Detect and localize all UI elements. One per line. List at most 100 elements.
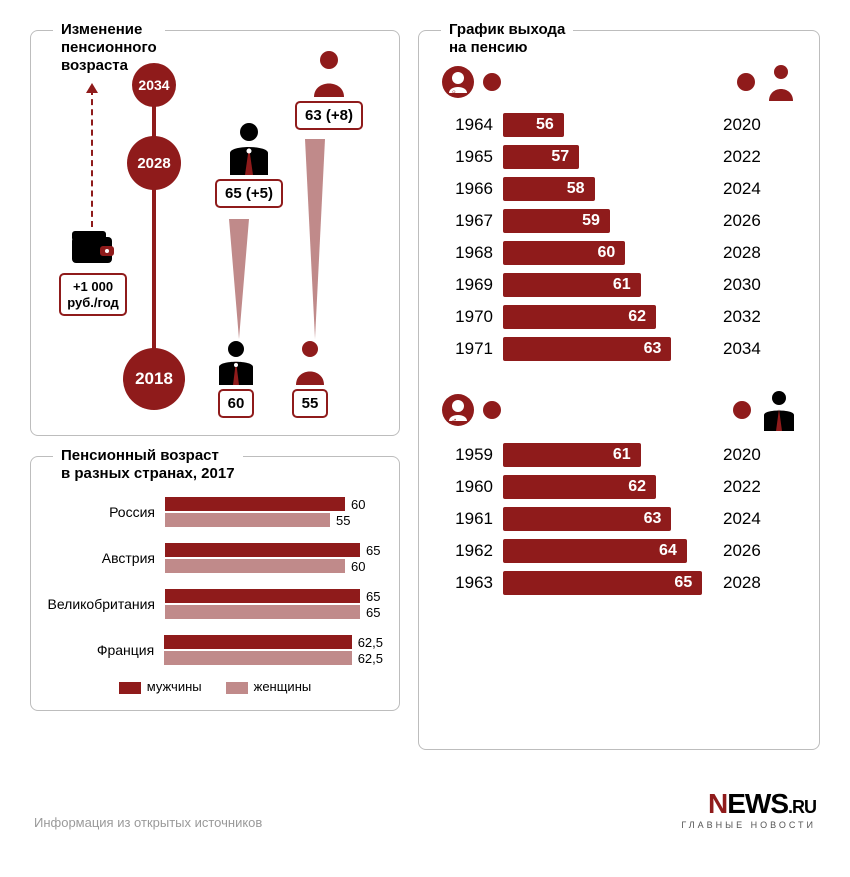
beam-man: [229, 219, 249, 339]
timeline-node-2034: 2034: [132, 63, 176, 107]
bar-female-value: 65: [366, 605, 380, 620]
svg-text:♂: ♂: [450, 416, 458, 427]
bar-male-value: 60: [351, 497, 365, 512]
source-text: Информация из открытых источников: [34, 815, 262, 830]
bar-male-value: 62,5: [358, 635, 383, 650]
beam-woman: [305, 139, 325, 339]
bar-female: [165, 605, 360, 619]
legend-swatch-female: [226, 682, 248, 694]
logo: NEWS.RU главные новости: [681, 788, 816, 830]
man-old-label: 60: [218, 389, 255, 418]
schedule-row: 1970622032: [435, 305, 803, 329]
legend-female-label: женщины: [254, 679, 312, 694]
legend-swatch-male: [119, 682, 141, 694]
age-bar: 63: [503, 337, 671, 361]
panel-timeline: Изменение пенсионного возраста 2034 2028…: [30, 30, 400, 436]
bar-female-value: 62,5: [358, 651, 383, 666]
birth-year: 1965: [435, 147, 493, 167]
retire-year: 2028: [723, 243, 783, 263]
bar-female-value: 55: [336, 513, 350, 528]
woman-icon: [309, 49, 349, 97]
schedule-women-rows: 1964562020196557202219665820241967592026…: [435, 113, 803, 361]
bar-male: [165, 543, 360, 557]
birth-year: 1963: [435, 573, 493, 593]
panel-schedule-title: График выхода на пенсию: [441, 21, 573, 57]
woman-old-label: 55: [292, 389, 329, 418]
woman-old: 55: [291, 339, 329, 418]
bar-male-value: 65: [366, 589, 380, 604]
schedule-row: 1965572022: [435, 145, 803, 169]
timeline-node-2018: 2018: [123, 348, 185, 410]
dot-icon: [483, 401, 501, 419]
schedule-row: 1963 65 2028: [435, 571, 803, 595]
logo-ru: .RU: [788, 797, 816, 817]
retire-year: 2024: [723, 509, 783, 529]
schedule-row: 1968602028: [435, 241, 803, 265]
retire-year: 2030: [723, 275, 783, 295]
country-name: Австрия: [47, 550, 165, 566]
baby-boy-icon: ♂: [441, 393, 475, 427]
retire-year: 2028: [723, 573, 783, 593]
panel-schedule: График выхода на пенсию ♀: [418, 30, 820, 750]
retire-year: 2026: [723, 211, 783, 231]
logo-ews: EWS: [727, 788, 788, 819]
man-new-label: 65 (+5): [215, 179, 283, 208]
birth-year: 1968: [435, 243, 493, 263]
birth-year: 1964: [435, 115, 493, 135]
dot-icon: [733, 401, 751, 419]
man-icon: [215, 339, 257, 385]
birth-year: 1959: [435, 445, 493, 465]
retire-year: 2022: [723, 477, 783, 497]
country-name: Великобритания: [47, 596, 165, 612]
age-bar: 62: [503, 305, 656, 329]
woman-icon: [765, 63, 797, 101]
age-bar: 63: [503, 507, 671, 531]
man-icon: [226, 121, 272, 175]
schedule-row: 1959612020: [435, 443, 803, 467]
logo-n: N: [708, 788, 727, 819]
age-bar: 59: [503, 209, 610, 233]
country-row: Великобритания 6565: [47, 587, 383, 621]
age-bar: 64: [503, 539, 687, 563]
birth-year: 1967: [435, 211, 493, 231]
retire-year: 2020: [723, 115, 783, 135]
bar-female: [164, 651, 352, 665]
schedule-row: 1960622022: [435, 475, 803, 499]
age-bar: 56: [503, 113, 564, 137]
wallet-block: +1 000 руб./год: [47, 229, 139, 316]
age-bar: 57: [503, 145, 579, 169]
baby-girl-icon: ♀: [441, 65, 475, 99]
birth-year: 1962: [435, 541, 493, 561]
schedule-row: 1966582024: [435, 177, 803, 201]
dot-icon: [483, 73, 501, 91]
age-bar: 58: [503, 177, 595, 201]
birth-year: 1970: [435, 307, 493, 327]
retire-year: 2034: [723, 339, 783, 359]
birth-year: 1966: [435, 179, 493, 199]
schedule-men-rows: 1959612020196062202219616320241962642026…: [435, 443, 803, 595]
bar-male-value: 65: [366, 543, 380, 558]
wallet-dash: [91, 89, 93, 227]
age-bar: 61: [503, 443, 641, 467]
timeline-node-2028: 2028: [127, 136, 181, 190]
countries-rows: Россия6055Австрия6560Великобритания6565Ф…: [47, 485, 383, 667]
panel-countries: Пенсионный возраст в разных странах, 201…: [30, 456, 400, 711]
bar-male: [164, 635, 352, 649]
man-old: 60: [215, 339, 257, 418]
country-row: Франция 62,562,5: [47, 633, 383, 667]
schedule-row: 1961632024: [435, 507, 803, 531]
schedule-row: 1969612030: [435, 273, 803, 297]
dot-icon: [737, 73, 755, 91]
svg-text:♀: ♀: [450, 88, 458, 99]
wallet-label: +1 000 руб./год: [59, 273, 127, 316]
man-new: 65 (+5): [215, 121, 283, 208]
birth-year: 1960: [435, 477, 493, 497]
bar-female: [165, 513, 330, 527]
timeline: 2034 2028 2018 +1 000 руб./год: [47, 59, 383, 419]
country-row: Россия6055: [47, 495, 383, 529]
country-name: Франция: [47, 642, 164, 658]
age-bar: 65: [503, 571, 702, 595]
bar-male: [165, 497, 345, 511]
schedule-row: 1971632034: [435, 337, 803, 361]
logo-subtitle: главные новости: [681, 820, 816, 830]
